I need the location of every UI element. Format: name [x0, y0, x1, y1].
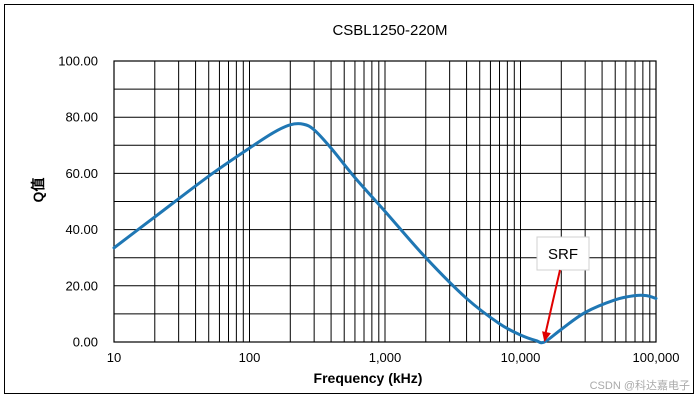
- x-tick-label: 10: [107, 350, 121, 365]
- annotation-layer: SRF: [536, 236, 590, 342]
- y-axis-ticks: 0.00 20.00 40.00 60.00 80.00 100.00: [58, 54, 98, 350]
- x-tick-label: 100,000: [633, 350, 680, 365]
- y-tick-label: 80.00: [65, 110, 98, 125]
- chart-title: CSBL1250-220M: [332, 22, 447, 39]
- x-axis-label: Frequency (kHz): [314, 370, 423, 386]
- x-tick-label: 100: [239, 350, 261, 365]
- y-axis-label: Q值: [30, 178, 46, 203]
- annotation-arrow-head: [542, 331, 551, 342]
- annotation-label: SRF: [548, 246, 578, 263]
- x-tick-label: 10,000: [501, 350, 541, 365]
- annotation-arrow-line: [544, 269, 561, 335]
- y-tick-label: 0.00: [73, 335, 98, 350]
- x-axis-ticks: 10 100 1,000 10,000 100,000: [107, 350, 680, 365]
- x-tick-label: 1,000: [369, 350, 402, 365]
- y-tick-label: 40.00: [65, 222, 98, 237]
- plot-area-border: [113, 60, 657, 343]
- y-tick-label: 60.00: [65, 166, 98, 181]
- series-layer: [112, 122, 658, 345]
- watermark: CSDN @科达嘉电子: [590, 378, 690, 392]
- y-tick-label: 100.00: [58, 54, 98, 69]
- y-tick-label: 20.00: [65, 278, 98, 293]
- annotation-box: [536, 236, 590, 271]
- chart-frame: [4, 4, 694, 394]
